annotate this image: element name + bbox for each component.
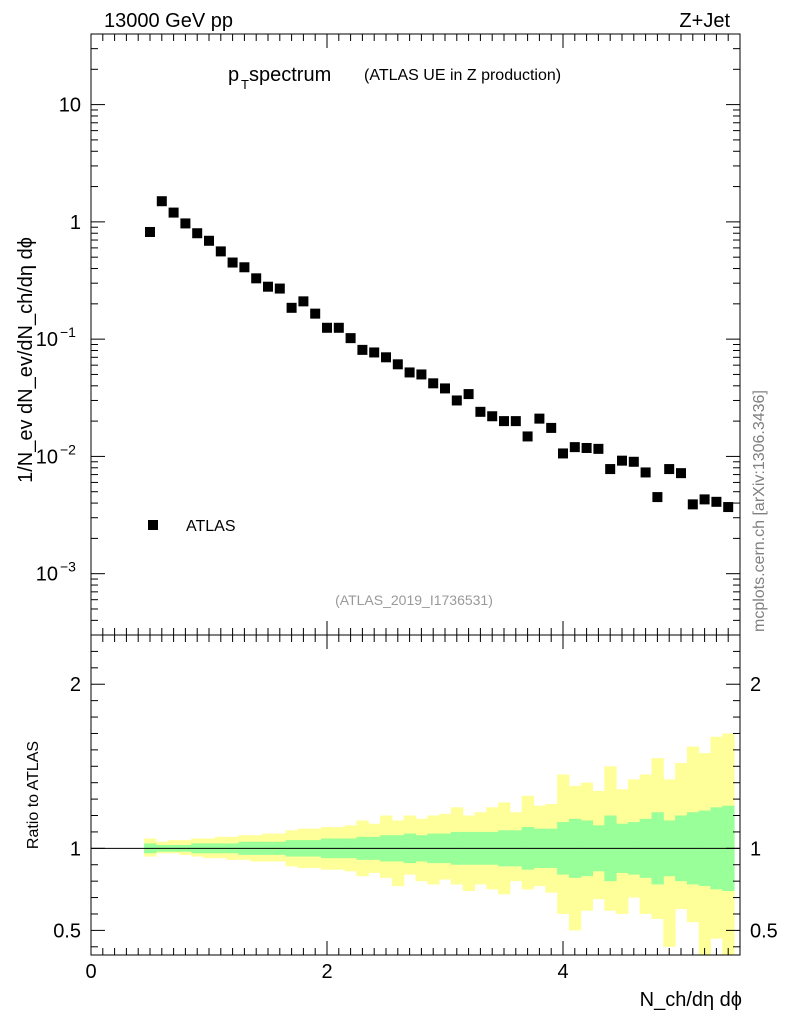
ratio-y-tick-label-left: 2 xyxy=(70,674,81,696)
title-sub: T xyxy=(241,77,249,92)
atlas-data-point xyxy=(286,302,297,313)
ratio-y-tick-label-left: 0.5 xyxy=(53,920,81,942)
atlas-data-point xyxy=(558,448,568,459)
atlas-data-point xyxy=(227,257,238,268)
atlas-data-point xyxy=(451,395,462,406)
title-note: (ATLAS UE in Z production) xyxy=(364,67,561,84)
atlas-data-point xyxy=(251,273,262,284)
atlas-data-point xyxy=(239,262,250,273)
ratio-plot-frame xyxy=(90,634,741,956)
atlas-data-point xyxy=(687,499,698,510)
atlas-data-point xyxy=(487,411,498,422)
atlas-data-point xyxy=(581,442,592,453)
atlas-data-point xyxy=(676,468,686,479)
atlas-data-point xyxy=(463,389,474,400)
atlas-data-point xyxy=(345,333,356,344)
main-y-label: 1/N_ev dN_ev/dN_ch/dη dϕ xyxy=(15,237,37,483)
atlas-data-point xyxy=(322,322,332,333)
main-data-points xyxy=(145,196,734,513)
atlas-data-point xyxy=(569,442,580,453)
x-tick-label: 4 xyxy=(557,961,568,983)
ratio-plot: 0.5 0.5 1 1 2 2 0 2 4 Ratio to ATLAS N_ch/dη dϕ xyxy=(25,634,778,1011)
atlas-data-point xyxy=(593,443,604,454)
atlas-data-point xyxy=(381,352,391,363)
atlas-data-point xyxy=(628,456,639,467)
legend-marker xyxy=(148,520,158,530)
process-label: Z+Jet xyxy=(679,10,730,32)
atlas-data-point xyxy=(522,431,533,442)
atlas-data-point xyxy=(357,344,368,355)
main-plot-frame xyxy=(90,33,741,636)
atlas-data-point xyxy=(263,281,273,292)
main-y-tick-label: 10 xyxy=(36,564,58,586)
main-y-tick-label: 10 xyxy=(36,446,58,468)
title-rest: spectrum xyxy=(249,64,331,86)
ratio-y-tick-label-right: 2 xyxy=(750,674,761,696)
atlas-data-point xyxy=(534,413,545,424)
atlas-data-point xyxy=(392,359,403,370)
main-y-tick-label: 1 xyxy=(70,212,81,234)
ratio-y-tick-label-right: 1 xyxy=(750,838,761,860)
plot-title: p xyxy=(228,64,239,86)
x-tick-label: 2 xyxy=(321,961,332,983)
main-y-tick-label: 10 xyxy=(59,95,81,117)
atlas-data-point xyxy=(298,296,309,307)
ratio-x-ticks: 0 2 4 xyxy=(85,635,741,983)
atlas-data-point xyxy=(617,455,627,466)
main-y-tick-exponent: −2 xyxy=(60,441,76,457)
title-p: p xyxy=(228,64,239,86)
atlas-data-point xyxy=(546,422,557,433)
atlas-data-point xyxy=(428,378,439,389)
energy-label: 13000 GeV pp xyxy=(104,10,233,32)
x-tick-label: 0 xyxy=(85,961,96,983)
main-y-tick-exponent: −1 xyxy=(60,324,76,340)
main-y-tick-label: 10 xyxy=(36,329,58,351)
atlas-data-point xyxy=(274,283,285,294)
atlas-data-point xyxy=(475,406,486,417)
ratio-y-label: Ratio to ATLAS xyxy=(25,741,42,849)
atlas-data-point xyxy=(605,464,616,475)
atlas-data-point xyxy=(310,308,321,319)
atlas-data-point xyxy=(145,226,155,237)
side-label: mcplots.cern.ch [arXiv:1306.3436] xyxy=(751,390,768,632)
atlas-data-point xyxy=(499,416,509,427)
atlas-data-point xyxy=(640,467,651,478)
x-axis-label: N_ch/dη dϕ xyxy=(640,989,742,1011)
atlas-data-point xyxy=(180,218,191,229)
atlas-data-point xyxy=(711,496,722,507)
atlas-data-point xyxy=(664,464,675,475)
atlas-data-point xyxy=(416,369,427,380)
legend-label: ATLAS xyxy=(186,518,236,535)
ratio-y-tick-label-left: 1 xyxy=(70,838,81,860)
atlas-data-point xyxy=(652,492,663,503)
main-y-tick-exponent: −3 xyxy=(60,559,76,575)
atlas-data-point xyxy=(204,235,214,246)
ratio-y-ticks: 0.5 0.5 1 1 2 2 xyxy=(53,650,778,948)
atlas-data-point xyxy=(192,228,203,239)
atlas-data-point xyxy=(168,207,179,218)
atlas-data-point xyxy=(333,322,344,333)
ratio-bands xyxy=(144,733,735,955)
atlas-data-point xyxy=(156,196,167,207)
analysis-label: (ATLAS_2019_I1736531) xyxy=(335,592,493,608)
atlas-data-point xyxy=(723,502,734,513)
atlas-data-point xyxy=(440,383,450,394)
atlas-data-point xyxy=(404,367,415,378)
atlas-data-point xyxy=(369,347,380,358)
atlas-data-point xyxy=(510,416,521,427)
atlas-data-point xyxy=(699,494,710,505)
atlas-data-point xyxy=(215,246,226,257)
ratio-y-tick-label-right: 0.5 xyxy=(750,920,778,942)
